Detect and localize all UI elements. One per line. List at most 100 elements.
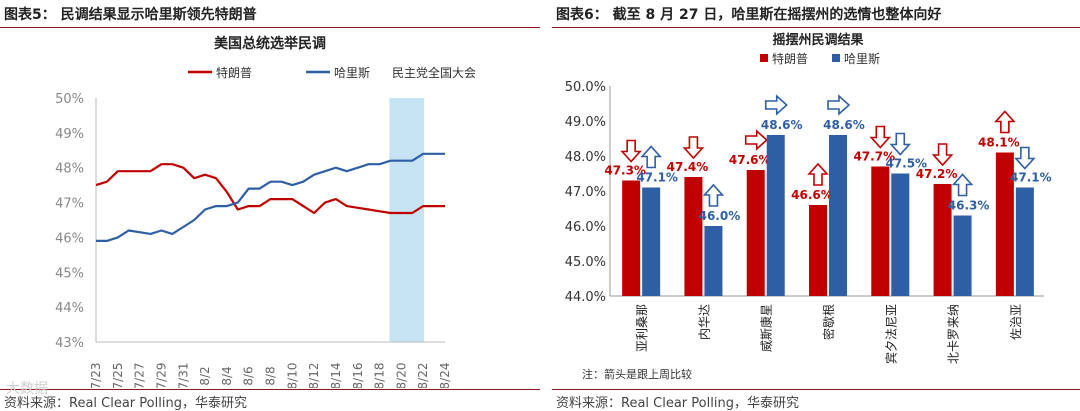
x-tick-label: 8/24 [438,363,452,388]
x-tick-label: 7/31 [176,363,190,388]
y-tick-label: 43% [55,336,84,351]
legend-label: 特朗普 [772,51,808,66]
bar [642,187,661,296]
x-tick-label: 8/6 [242,366,256,385]
y-tick-label: 47.0% [565,185,606,200]
category-label: 内华达 [697,304,711,340]
data-label: 47.7% [853,150,895,164]
trend-up-arrow-icon [994,110,1016,134]
shaded-band [389,98,425,342]
category-label: 密歇根 [821,304,836,340]
category-label: 宾夕法尼亚 [883,304,898,364]
y-tick-label: 48.0% [565,150,606,165]
trend-up-arrow-icon [702,183,725,207]
y-tick-label: 48% [55,162,84,177]
legend-label: 哈里斯 [334,66,370,80]
trend-down-arrow-icon [1014,146,1036,170]
trend-down-arrow-icon [682,136,705,160]
title-rule [552,27,1080,28]
bar [995,152,1014,296]
x-tick-label: 8/16 [351,363,365,388]
legend-label: 特朗普 [216,65,252,80]
x-tick-label: 8/20 [394,363,408,388]
data-label: 48.6% [761,118,803,132]
category-label: 威斯康星 [759,304,774,352]
trend-down-arrow-icon [869,125,892,149]
x-tick-label: 8/8 [264,366,278,385]
y-tick-label: 49.0% [565,115,606,130]
bar [684,177,703,296]
y-tick-label: 44.0% [565,290,606,305]
figure-title: 图表5： 民调结果显示哈里斯领先特朗普 [4,7,257,23]
bar [766,135,785,296]
trend-right-arrow-icon [744,129,768,151]
bar [953,215,972,296]
chart-title: 美国总统选举民调 [214,35,326,52]
bar [829,135,847,296]
left-figure: 图表5： 民调结果显示哈里斯领先特朗普 美国总统选举民调 特朗普 哈里斯 民主党全国大… [0,7,540,411]
data-label: 47.3% [604,164,646,178]
data-label: 48.6% [823,118,865,132]
chart-title: 摇摆州民调结果 [772,32,863,48]
bar [622,180,641,296]
y-tick-label: 49% [55,127,84,142]
bar [1015,187,1034,296]
legend-swatch [760,54,768,62]
y-tick-label: 50% [55,92,84,107]
bar [704,226,723,296]
y-tick-label: 47% [55,197,84,212]
y-tick-label: 44% [55,301,84,316]
x-tick-label: 7/27 [133,363,147,388]
bar [891,173,910,296]
trend-down-arrow-icon [889,132,912,156]
trend-right-arrow-icon [764,94,788,116]
x-tick-label: 8/4 [220,366,234,385]
legend-label: 哈里斯 [844,52,880,66]
x-tick-label: 8/22 [416,363,430,388]
y-tick-label: 45% [55,266,84,281]
figure-source: 资料来源：Real Clear Polling，华泰研究 [4,396,247,411]
trend-down-arrow-icon [931,143,954,167]
trend-right-arrow-icon [827,94,851,116]
data-label: 47.1% [1010,171,1052,185]
bar [746,170,765,296]
legend-label: 民主党全国大会 [392,65,476,80]
y-tick-label: 46% [55,231,84,246]
x-tick-label: 8/18 [373,363,387,388]
trend-up-arrow-icon [807,162,829,186]
y-tick-label: 50.0% [565,80,606,95]
title-rule [0,27,540,28]
trend-up-arrow-icon [640,145,662,169]
trend-down-arrow-icon [620,139,642,163]
series-line [95,163,445,215]
x-tick-label: 8/14 [329,363,343,388]
data-label: 47.5% [885,157,927,171]
trend-up-arrow-icon [951,173,974,197]
x-tick-label: 7/25 [111,363,125,388]
chart-note: 注：箭头是跟上周比较 [582,367,692,381]
right-figure: 图表6： 截至 8 月 27 日，哈里斯在摇摆州的选情也整体向好 摇摆州民调结果… [552,0,1080,411]
source-rule [0,389,540,390]
x-tick-label: 8/2 [198,366,212,385]
data-label: 46.3% [948,199,990,213]
bar [871,166,890,296]
x-tick-label: 8/10 [285,363,299,388]
data-label: 46.6% [791,188,833,202]
figure-source: 资料来源：Real Clear Polling，华泰研究 [556,396,799,411]
data-label: 48.1% [978,136,1020,150]
category-label: 北卡罗来纳 [947,304,961,364]
data-label: 47.6% [729,153,771,167]
source-rule [552,389,1080,390]
data-label: 47.2% [916,167,958,181]
y-tick-label: 45.0% [565,255,606,270]
data-label: 46.0% [699,209,741,223]
data-label: 47.1% [636,171,678,185]
x-tick-label: 7/29 [154,363,168,388]
figure-title: 图表6： 截至 8 月 27 日，哈里斯在摇摆州的选情也整体向好 [556,7,942,23]
category-label: 亚利桑那 [635,304,649,352]
bar [933,184,952,296]
category-label: 佐治亚 [1009,304,1023,340]
y-tick-label: 46.0% [565,220,606,235]
